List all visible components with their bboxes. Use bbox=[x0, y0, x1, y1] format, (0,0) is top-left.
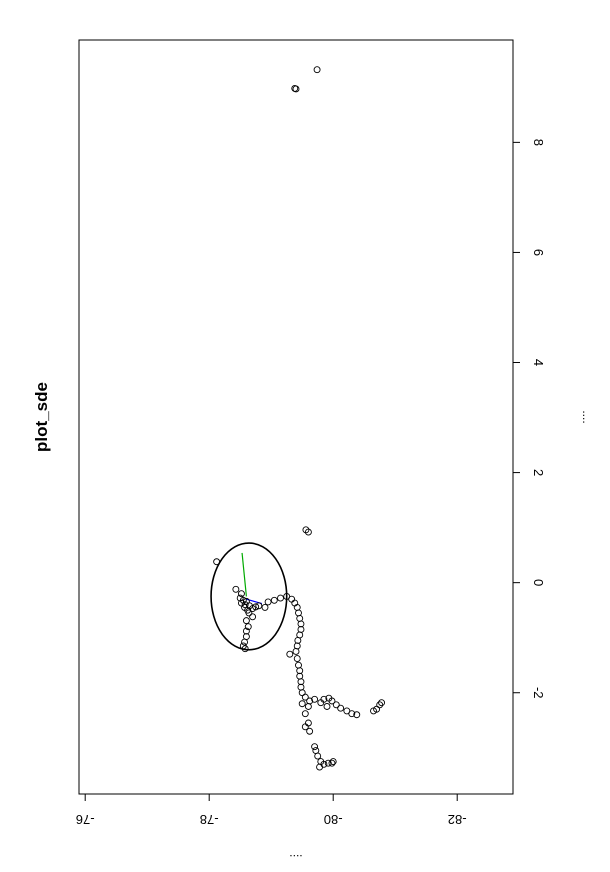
data-point bbox=[294, 636, 302, 644]
data-point bbox=[353, 711, 361, 719]
data-point bbox=[244, 623, 252, 631]
data-point bbox=[332, 701, 340, 709]
data-point bbox=[301, 710, 309, 718]
data-point bbox=[292, 648, 300, 655]
x-axis: -76 -78 -80 -82 bbox=[76, 794, 467, 827]
data-point bbox=[252, 603, 260, 611]
data-point bbox=[298, 700, 306, 708]
data-point bbox=[296, 667, 304, 675]
data-point bbox=[293, 655, 301, 663]
x-tick-label: -80 bbox=[324, 812, 343, 827]
data-point bbox=[329, 758, 337, 765]
data-point bbox=[323, 703, 331, 710]
data-point bbox=[313, 66, 321, 74]
data-point bbox=[241, 645, 249, 653]
sde-axis-line-major bbox=[241, 552, 247, 597]
chart-title: plot_sde bbox=[32, 382, 51, 452]
data-point bbox=[304, 528, 312, 536]
data-point bbox=[241, 638, 248, 646]
y-tick-label: 2 bbox=[531, 469, 546, 476]
y-axis-label: .... bbox=[580, 410, 594, 423]
data-point bbox=[311, 743, 319, 751]
data-point bbox=[328, 759, 336, 767]
data-point bbox=[270, 596, 278, 604]
data-point bbox=[314, 752, 322, 760]
data-point bbox=[337, 704, 345, 712]
data-point bbox=[241, 601, 249, 609]
data-point bbox=[348, 710, 356, 718]
data-point bbox=[301, 693, 309, 701]
data-point bbox=[242, 627, 250, 635]
data-point bbox=[249, 613, 257, 621]
data-point bbox=[261, 603, 269, 611]
data-point bbox=[297, 678, 305, 686]
y-tick-label: 0 bbox=[531, 579, 546, 586]
data-point bbox=[264, 598, 272, 606]
y-tick-label: 6 bbox=[531, 249, 546, 256]
x-tick-label: -82 bbox=[448, 812, 467, 827]
data-point bbox=[378, 699, 386, 707]
data-point bbox=[232, 585, 240, 593]
data-point bbox=[324, 759, 332, 767]
data-point bbox=[311, 695, 319, 703]
data-point bbox=[237, 590, 245, 598]
sde-ellipse bbox=[210, 542, 288, 651]
data-point bbox=[328, 697, 336, 705]
data-point bbox=[286, 650, 294, 658]
y-tick-label: -2 bbox=[531, 687, 546, 699]
x-tick-label: -76 bbox=[76, 812, 95, 827]
y-axis: -2 0 2 4 6 8 bbox=[513, 139, 546, 699]
data-point bbox=[320, 760, 328, 768]
data-point bbox=[304, 703, 312, 710]
y-tick-label: 4 bbox=[531, 359, 546, 366]
data-point bbox=[213, 558, 221, 566]
data-point bbox=[277, 594, 284, 602]
data-point bbox=[306, 727, 314, 735]
plot-frame bbox=[78, 39, 514, 795]
y-tick-label: 8 bbox=[531, 139, 546, 146]
x-axis-label: .... bbox=[289, 852, 302, 866]
data-point bbox=[245, 609, 253, 617]
data-point bbox=[292, 85, 300, 93]
data-points bbox=[213, 66, 386, 771]
data-point bbox=[297, 620, 305, 628]
data-point bbox=[242, 617, 250, 625]
data-point bbox=[320, 695, 328, 703]
data-point bbox=[301, 723, 309, 731]
data-point bbox=[370, 707, 377, 715]
x-tick-label: -78 bbox=[200, 812, 219, 827]
data-point bbox=[255, 602, 263, 610]
